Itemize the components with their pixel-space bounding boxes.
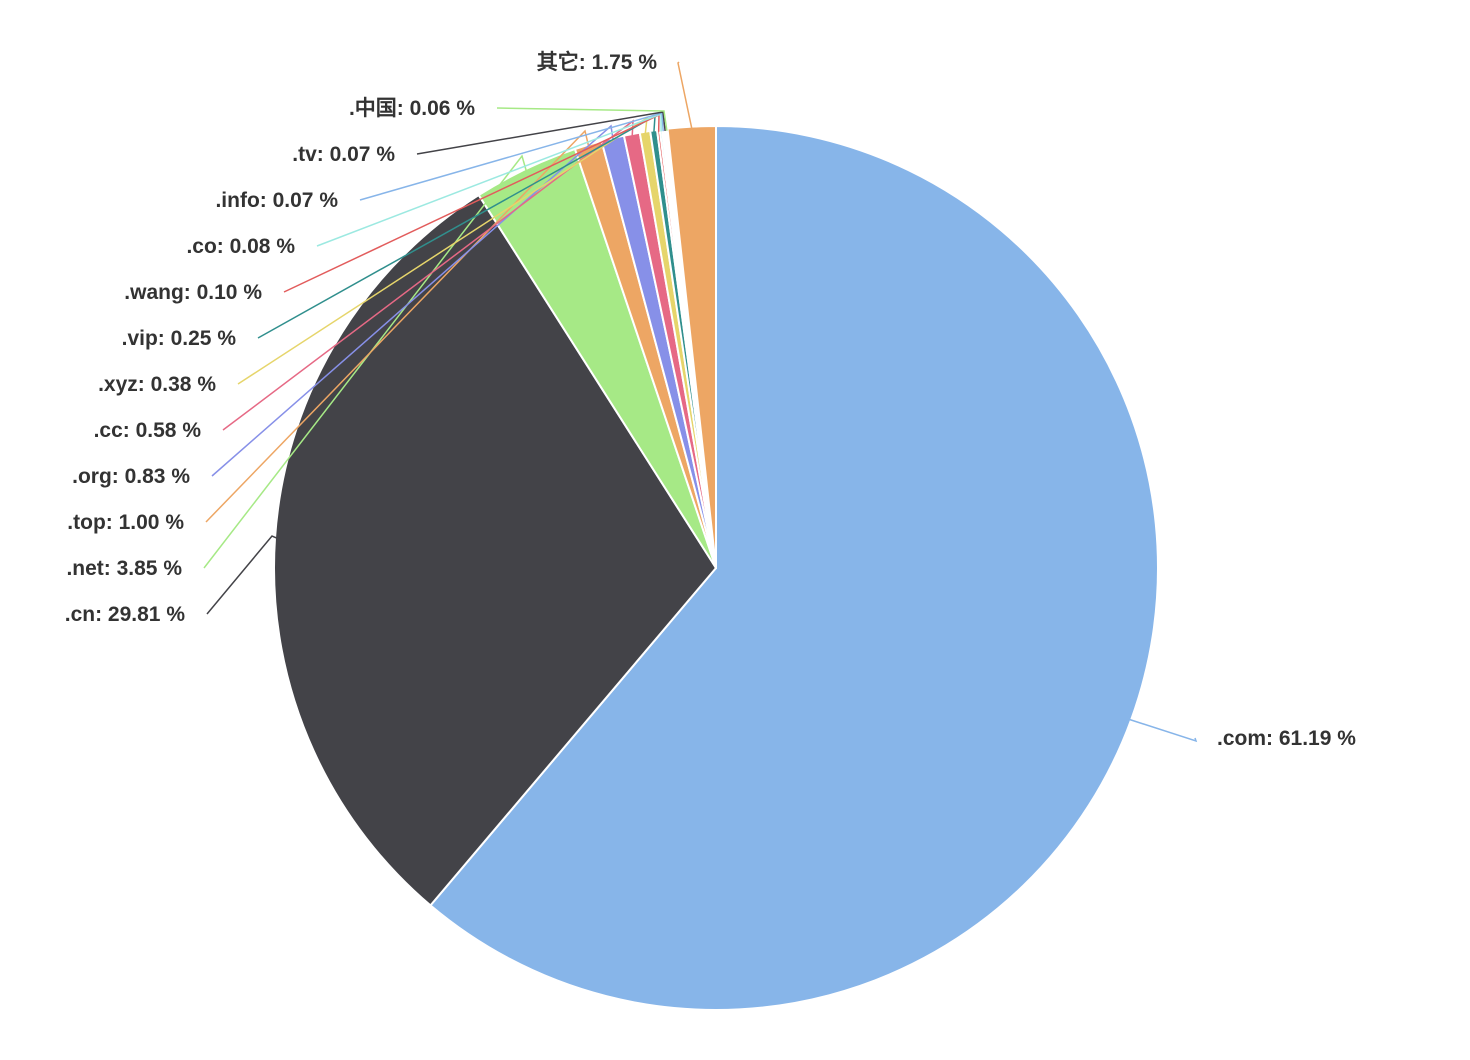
data-label-5: .cc: 0.58 % <box>94 419 202 442</box>
data-label-10: .info: 0.07 % <box>215 189 338 212</box>
connector-line-12 <box>496 107 668 131</box>
data-label-6: .xyz: 0.38 % <box>98 373 216 396</box>
data-label-4: .org: 0.83 % <box>72 465 190 488</box>
data-label-0: .com: 61.19 % <box>1217 727 1356 750</box>
data-label-2: .net: 3.85 % <box>66 557 182 580</box>
data-label-9: .co: 0.08 % <box>186 235 295 258</box>
connector-line-10 <box>359 112 664 201</box>
pie-slices <box>273 125 1159 1011</box>
connector-line-1 <box>206 535 278 615</box>
label-connectors <box>203 61 1198 743</box>
data-label-1: .cn: 29.81 % <box>65 603 186 626</box>
data-label-13: 其它: 1.75 % <box>537 50 658 74</box>
data-label-11: .tv: 0.07 % <box>292 143 395 166</box>
connector-line-4 <box>211 124 614 477</box>
connector-line-11 <box>416 111 666 155</box>
connector-line-0 <box>1128 718 1198 743</box>
data-label-3: .top: 1.00 % <box>67 511 184 534</box>
data-labels: .com: 61.19 % .cn: 29.81 % .net: 3.85 % .to… <box>65 50 1356 750</box>
data-label-8: .wang: 0.10 % <box>124 281 262 304</box>
connector-line-13 <box>677 61 693 129</box>
data-label-7: .vip: 0.25 % <box>122 327 237 350</box>
data-label-12: .中国: 0.06 % <box>349 97 475 120</box>
